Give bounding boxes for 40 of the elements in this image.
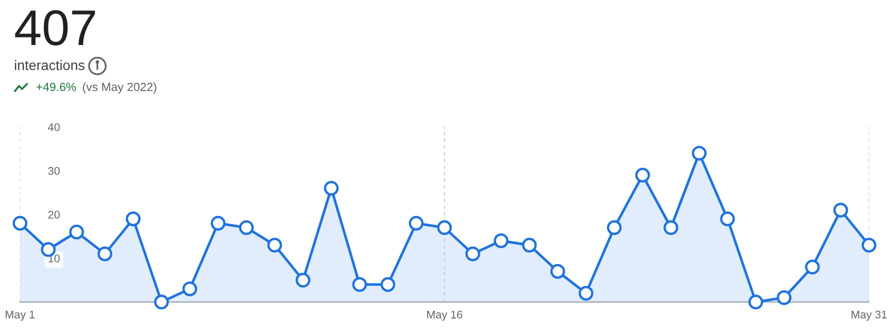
point	[182, 282, 198, 296]
point	[465, 246, 480, 262]
point	[833, 202, 848, 218]
point	[776, 290, 792, 305]
point	[324, 180, 339, 196]
x-tick-label: May 31	[852, 310, 887, 321]
point	[437, 220, 452, 235]
point	[352, 277, 367, 292]
point	[805, 260, 820, 274]
point	[69, 224, 84, 240]
point	[550, 264, 566, 279]
text: +49.6%	[36, 82, 76, 92]
point	[692, 146, 707, 161]
point	[578, 286, 594, 301]
point	[267, 238, 282, 252]
point	[494, 233, 508, 248]
x-tick-label: May 1	[6, 310, 35, 321]
point	[296, 272, 310, 288]
chart-title: 407	[15, 10, 95, 46]
chart-subtitle: interactions	[14, 60, 85, 70]
point	[98, 246, 112, 262]
point	[380, 277, 396, 292]
point	[720, 212, 735, 226]
y-tick-label: 30	[48, 167, 60, 175]
point	[606, 220, 622, 235]
point	[664, 220, 678, 235]
y-tick-label: 20	[48, 210, 60, 219]
point	[239, 220, 254, 235]
point	[635, 168, 650, 182]
point	[748, 294, 764, 310]
point	[154, 294, 169, 310]
point	[522, 238, 537, 252]
point	[126, 212, 141, 226]
point	[862, 238, 876, 252]
point	[408, 216, 424, 231]
text: (vs May 2022)	[82, 82, 156, 94]
point	[12, 216, 28, 231]
y-tick-label: 40	[48, 123, 60, 132]
point	[210, 216, 226, 231]
x-tick-label: May 16	[427, 310, 462, 321]
